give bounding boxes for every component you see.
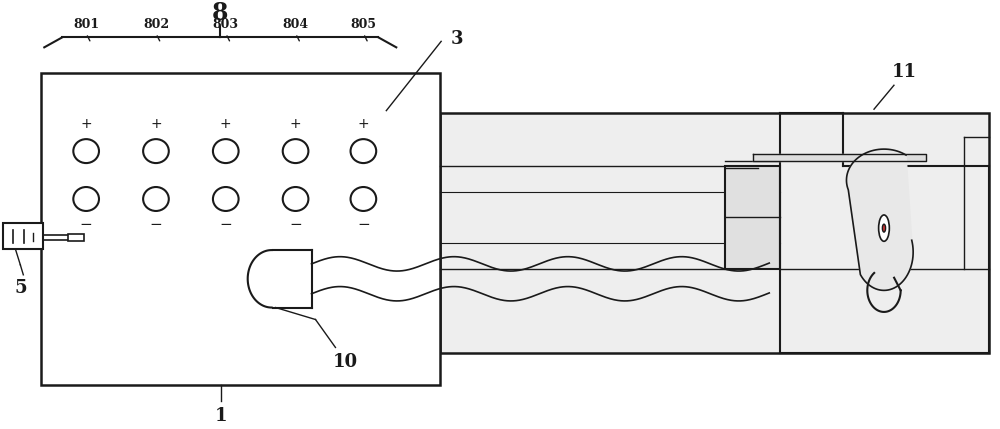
Ellipse shape (143, 139, 169, 163)
Bar (41, 73, 440, 384)
Bar (68, 234, 84, 241)
Ellipse shape (213, 139, 239, 163)
Bar (440, 113, 989, 353)
Text: +: + (150, 117, 162, 131)
Ellipse shape (882, 224, 886, 232)
Text: +: + (290, 117, 301, 131)
Ellipse shape (143, 187, 169, 211)
Ellipse shape (879, 215, 889, 241)
Text: 803: 803 (213, 18, 239, 31)
Polygon shape (846, 149, 913, 290)
Text: 802: 802 (143, 18, 169, 31)
Ellipse shape (213, 187, 239, 211)
Bar (725, 166, 780, 269)
Ellipse shape (283, 139, 308, 163)
Bar (3, 223, 43, 249)
Text: −: − (289, 217, 302, 232)
Text: −: − (80, 217, 93, 232)
Ellipse shape (351, 187, 376, 211)
Ellipse shape (283, 187, 308, 211)
Text: 11: 11 (891, 63, 916, 81)
Text: 8: 8 (212, 1, 229, 25)
Ellipse shape (351, 139, 376, 163)
Text: 10: 10 (333, 353, 358, 372)
Text: −: − (219, 217, 232, 232)
Text: 3: 3 (451, 30, 464, 48)
Ellipse shape (73, 139, 99, 163)
Text: −: − (357, 217, 370, 232)
Text: 805: 805 (350, 18, 376, 31)
Text: 804: 804 (283, 18, 309, 31)
Text: 5: 5 (14, 279, 27, 297)
Ellipse shape (73, 187, 99, 211)
Text: +: + (358, 117, 369, 131)
Text: 1: 1 (215, 407, 227, 425)
Text: 801: 801 (73, 18, 99, 31)
Polygon shape (753, 154, 926, 161)
Text: +: + (220, 117, 232, 131)
Text: +: + (80, 117, 92, 131)
Text: −: − (150, 217, 162, 232)
